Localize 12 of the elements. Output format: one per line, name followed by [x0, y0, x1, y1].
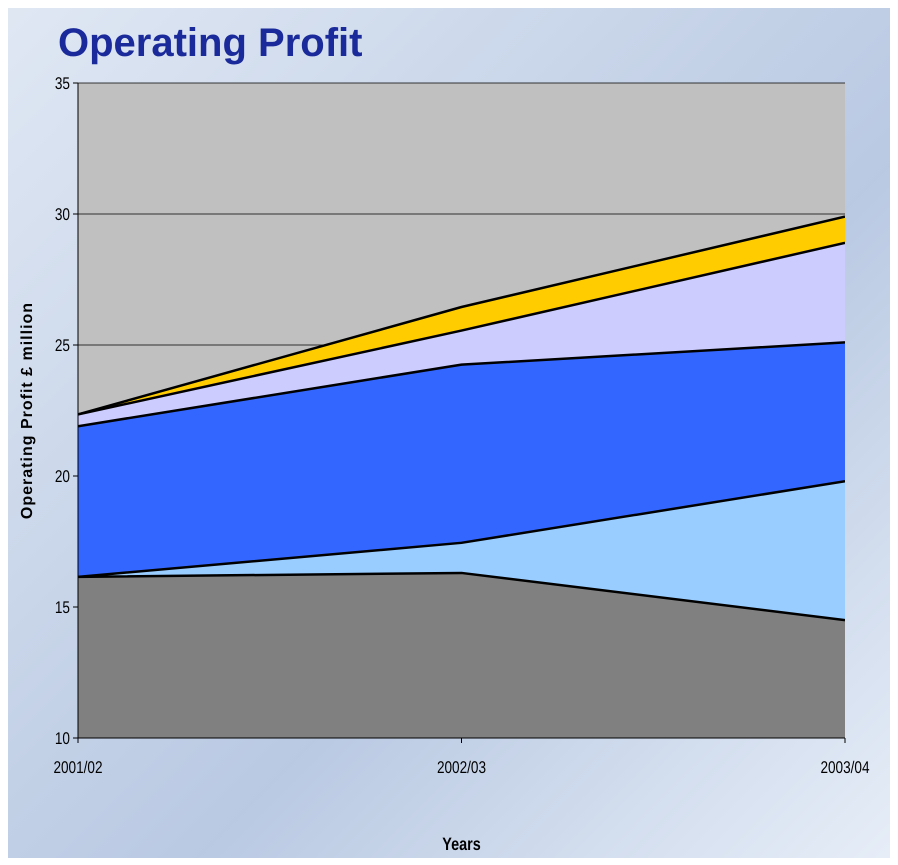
x-tick-label: 2003/04: [820, 758, 870, 778]
y-tick-label: 30: [54, 206, 70, 224]
y-axis-title: Operating Profit £ million: [19, 302, 36, 520]
y-tick-label: 20: [54, 468, 70, 486]
y-tick-label: 10: [54, 730, 70, 748]
y-tick-label: 25: [54, 336, 70, 356]
x-tick-label: 2002/03: [436, 758, 486, 778]
x-tick-label: 2001/02: [53, 758, 103, 778]
y-tick-label: 15: [54, 598, 70, 618]
x-axis-title: Years: [442, 834, 481, 854]
y-tick-label: 35: [54, 74, 70, 94]
chart-title: Operating Profit: [58, 21, 362, 65]
